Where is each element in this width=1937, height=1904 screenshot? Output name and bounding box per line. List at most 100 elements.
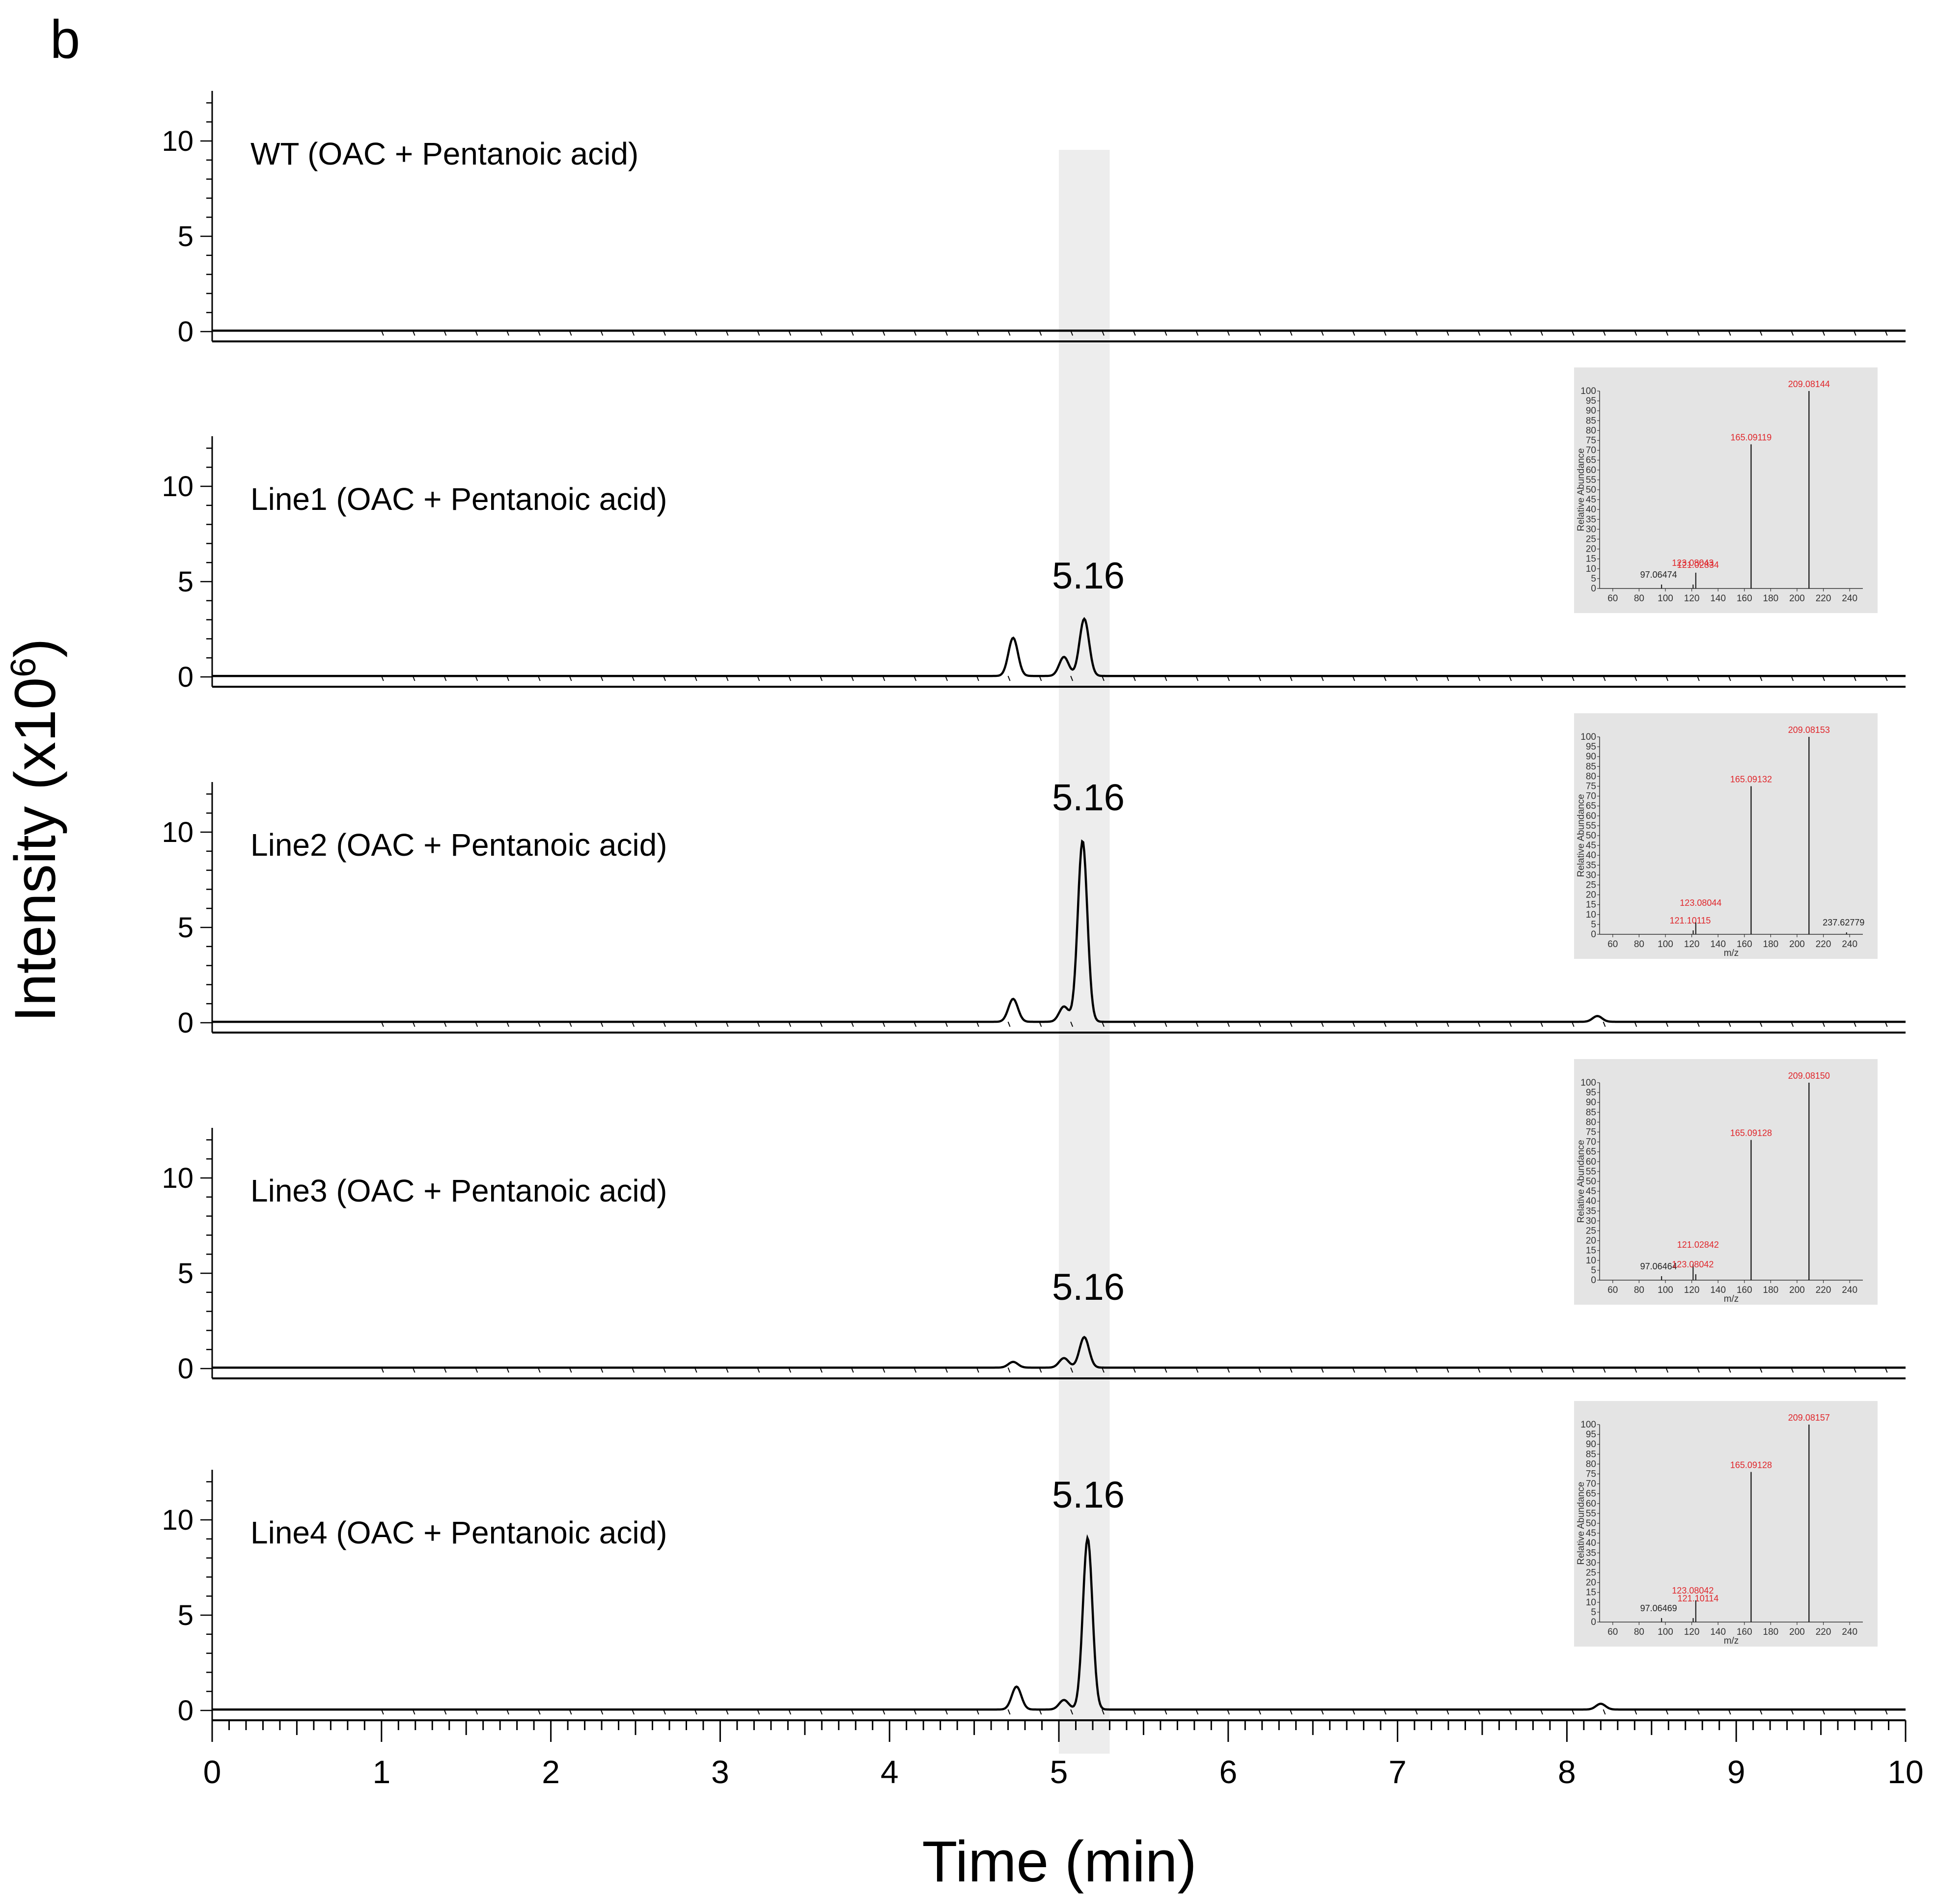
baseline-noise-mark bbox=[882, 1709, 885, 1715]
x-tick-label: 2 bbox=[542, 1754, 560, 1790]
baseline-noise-mark bbox=[1070, 1367, 1074, 1373]
inset-y-tick-label: 25 bbox=[1586, 1568, 1596, 1578]
inset-y-tick-label: 80 bbox=[1586, 1459, 1596, 1469]
baseline-noise-mark bbox=[1446, 1021, 1449, 1027]
inset-y-tick-label: 80 bbox=[1586, 425, 1596, 436]
inset-x-tick-label: 120 bbox=[1684, 1285, 1700, 1295]
baseline-noise-mark bbox=[1195, 1021, 1199, 1027]
inset-y-tick-label: 0 bbox=[1591, 1275, 1596, 1286]
baseline-noise-mark bbox=[537, 1021, 541, 1027]
baseline-noise-mark bbox=[632, 1709, 635, 1715]
baseline-noise-mark bbox=[1822, 1021, 1825, 1027]
baseline-noise-mark bbox=[537, 1709, 541, 1715]
inset-y-tick-label: 40 bbox=[1586, 850, 1596, 861]
baseline-noise-mark bbox=[1039, 1021, 1042, 1027]
panel-title: Line2 (OAC + Pentanoic acid) bbox=[250, 827, 667, 863]
baseline-noise-mark bbox=[1446, 675, 1449, 681]
inset-y-tick-label: 25 bbox=[1586, 534, 1596, 545]
inset-y-tick-label: 5 bbox=[1591, 574, 1596, 584]
inset-y-tick-label: 20 bbox=[1586, 890, 1596, 900]
baseline-noise-mark bbox=[1884, 1709, 1888, 1715]
baseline-noise-mark bbox=[1039, 675, 1042, 681]
baseline-noise-mark bbox=[1571, 675, 1575, 681]
baseline-noise-mark bbox=[1227, 330, 1230, 336]
baseline-noise-mark bbox=[1133, 330, 1136, 336]
baseline-noise-mark bbox=[663, 1367, 666, 1373]
inset-x-tick-label: 140 bbox=[1710, 1285, 1726, 1295]
chromatogram-trace bbox=[212, 839, 1906, 1023]
baseline-noise-mark bbox=[381, 1021, 384, 1027]
baseline-noise-mark bbox=[788, 675, 791, 681]
inset-x-tick-label: 120 bbox=[1684, 939, 1700, 950]
baseline-noise-mark bbox=[1728, 675, 1731, 681]
inset-y-tick-label: 70 bbox=[1586, 446, 1596, 456]
baseline-noise-mark bbox=[1039, 1367, 1042, 1373]
inset-x-tick-label: 240 bbox=[1842, 1285, 1857, 1295]
inset-y-tick-label: 10 bbox=[1586, 1597, 1596, 1608]
baseline-noise-mark bbox=[506, 675, 509, 681]
inset-y-tick-label: 5 bbox=[1591, 920, 1596, 930]
baseline-noise-mark bbox=[412, 1367, 415, 1373]
baseline-noise-mark bbox=[569, 1709, 572, 1715]
x-axis: 0 1 2 3 4 5 6 7 8 9 10 bbox=[203, 1720, 1924, 1790]
baseline-noise-mark bbox=[1070, 1709, 1074, 1715]
x-tick-label: 7 bbox=[1388, 1754, 1407, 1790]
x-tick-label: 3 bbox=[711, 1754, 729, 1790]
baseline-noise-mark bbox=[1759, 1367, 1763, 1373]
inset-x-tick-label: 60 bbox=[1607, 1285, 1618, 1295]
inset-y-tick-label: 45 bbox=[1586, 840, 1596, 851]
baseline-noise-mark bbox=[443, 1367, 447, 1373]
baseline-noise-mark bbox=[1195, 330, 1199, 336]
x-tick-label: 9 bbox=[1727, 1754, 1745, 1790]
inset-peak-label: 123.08042 bbox=[1672, 1586, 1714, 1596]
baseline-noise-mark bbox=[851, 675, 854, 681]
baseline-noise-mark bbox=[1759, 330, 1763, 336]
baseline-noise-mark bbox=[1007, 1367, 1011, 1373]
baseline-noise-mark bbox=[1258, 1367, 1261, 1373]
baseline-noise-mark bbox=[1728, 1709, 1731, 1715]
inset-peak-label: 165.09132 bbox=[1730, 775, 1772, 784]
inset-x-tick-label: 200 bbox=[1789, 939, 1805, 950]
inset-y-tick-label: 70 bbox=[1586, 1479, 1596, 1489]
baseline-noise-mark bbox=[1258, 330, 1261, 336]
baseline-noise-mark bbox=[694, 330, 697, 336]
y-axis-title-main: Intensity (x10 bbox=[3, 677, 68, 1022]
inset-y-tick-label: 95 bbox=[1586, 742, 1596, 752]
inset-x-tick-label: 180 bbox=[1763, 593, 1779, 604]
baseline-noise-mark bbox=[819, 675, 823, 681]
inset-y-tick-label: 65 bbox=[1586, 801, 1596, 812]
baseline-noise-mark bbox=[569, 675, 572, 681]
baseline-noise-mark bbox=[381, 1709, 384, 1715]
y-axis-title-exponent: 6 bbox=[4, 658, 43, 677]
baseline-noise-mark bbox=[694, 1021, 697, 1027]
baseline-noise-mark bbox=[1227, 1367, 1230, 1373]
baseline-noise-mark bbox=[757, 1021, 760, 1027]
y-tick-label: 5 bbox=[178, 566, 194, 598]
inset-peak-label: 123.08044 bbox=[1680, 898, 1721, 908]
x-tick-label: 1 bbox=[372, 1754, 390, 1790]
inset-y-tick-label: 70 bbox=[1586, 791, 1596, 802]
baseline-noise-mark bbox=[1414, 675, 1418, 681]
y-tick-label: 0 bbox=[178, 1007, 194, 1039]
inset-y-tick-label: 20 bbox=[1586, 1236, 1596, 1246]
baseline-noise-mark bbox=[1414, 330, 1418, 336]
baseline-noise-mark bbox=[1759, 1021, 1763, 1027]
inset-y-tick-label: 50 bbox=[1586, 1176, 1596, 1187]
baseline-noise-mark bbox=[1133, 1021, 1136, 1027]
baseline-noise-mark bbox=[1540, 1709, 1543, 1715]
inset-y-tick-label: 35 bbox=[1586, 860, 1596, 870]
baseline-noise-mark bbox=[1352, 330, 1356, 336]
inset-x-tick-label: 80 bbox=[1634, 939, 1644, 950]
baseline-noise-mark bbox=[1477, 675, 1481, 681]
baseline-noise-mark bbox=[788, 1709, 791, 1715]
baseline-noise-mark bbox=[788, 1367, 791, 1373]
inset-y-tick-label: 95 bbox=[1586, 1088, 1596, 1098]
inset-y-tick-label: 40 bbox=[1586, 1538, 1596, 1548]
baseline-noise-mark bbox=[1571, 330, 1575, 336]
inset-y-tick-label: 15 bbox=[1586, 554, 1596, 564]
inset-y-tick-label: 45 bbox=[1586, 1186, 1596, 1197]
inset-y-tick-label: 15 bbox=[1586, 1588, 1596, 1598]
baseline-noise-mark bbox=[1822, 675, 1825, 681]
